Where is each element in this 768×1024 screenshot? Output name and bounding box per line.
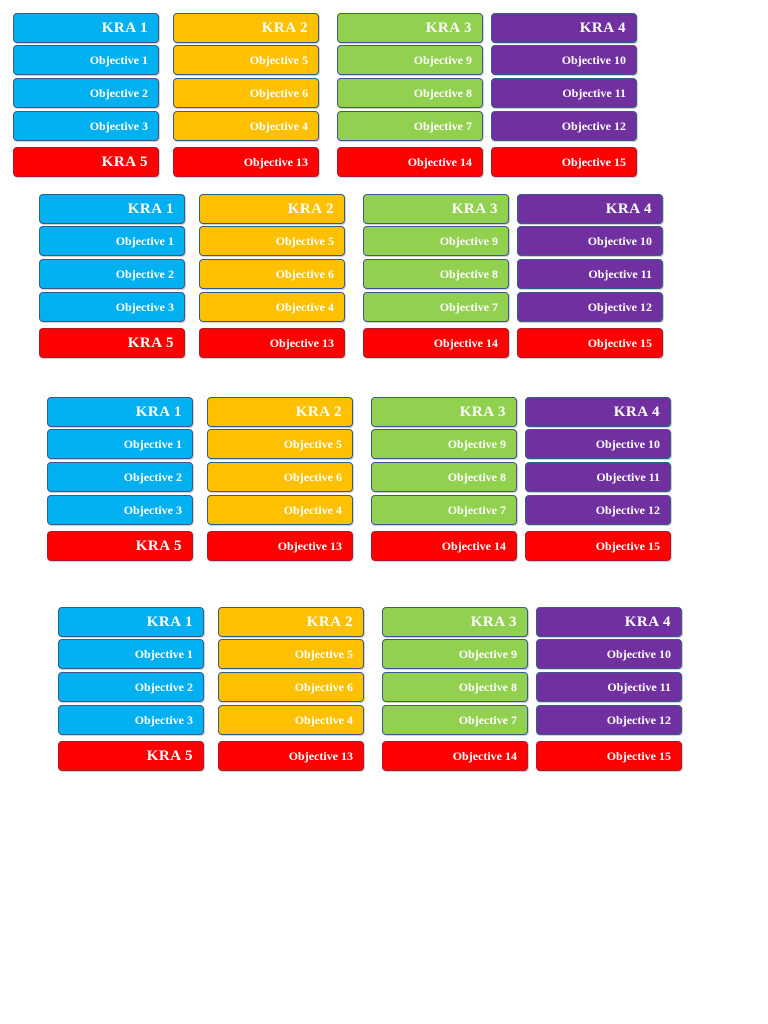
- kra-set-4: KRA 1 Objective 1 Objective 2 Objective 3 KR…: [58, 607, 768, 807]
- kra-set-3: KRA 1 Objective 1 Objective 2 Objective 3 KR…: [47, 397, 768, 597]
- objective-card: Objective 13: [218, 741, 364, 771]
- objective-card: Objective 1: [58, 639, 204, 669]
- objective-card: Objective 7: [371, 495, 517, 525]
- objective-card: Objective 9: [382, 639, 528, 669]
- objective-card: Objective 6: [199, 259, 345, 289]
- objective-card: Objective 14: [363, 328, 509, 358]
- kra-header-card: KRA 4: [491, 13, 637, 43]
- objective-card: Objective 12: [491, 111, 637, 141]
- kra-header-card: KRA 5: [39, 328, 185, 358]
- objective-card: Objective 9: [337, 45, 483, 75]
- objective-card: Objective 9: [371, 429, 517, 459]
- kra-header-card: KRA 3: [337, 13, 483, 43]
- objective-card: Objective 4: [173, 111, 319, 141]
- objective-card: Objective 1: [39, 226, 185, 256]
- objective-card: Objective 13: [173, 147, 319, 177]
- kra-header-card: KRA 5: [47, 531, 193, 561]
- kra-header-card: KRA 4: [517, 194, 663, 224]
- objective-card: Objective 13: [207, 531, 353, 561]
- objective-card: Objective 9: [363, 226, 509, 256]
- objective-card: Objective 6: [207, 462, 353, 492]
- kra-header-card: KRA 3: [382, 607, 528, 637]
- objective-card: Objective 15: [491, 147, 637, 177]
- objective-card: Objective 4: [207, 495, 353, 525]
- kra-header-card: KRA 2: [173, 13, 319, 43]
- objective-card: Objective 3: [58, 705, 204, 735]
- objective-card: Objective 2: [47, 462, 193, 492]
- kra-header-card: KRA 5: [13, 147, 159, 177]
- kra-header-card: KRA 1: [47, 397, 193, 427]
- kra-header-card: KRA 3: [371, 397, 517, 427]
- objective-card: Objective 15: [525, 531, 671, 561]
- objective-card: Objective 12: [517, 292, 663, 322]
- kra-header-card: KRA 1: [13, 13, 159, 43]
- kra-header-card: KRA 5: [58, 741, 204, 771]
- objective-card: Objective 5: [199, 226, 345, 256]
- objective-card: Objective 3: [39, 292, 185, 322]
- kra-header-card: KRA 3: [363, 194, 509, 224]
- objective-card: Objective 11: [491, 78, 637, 108]
- kra-header-card: KRA 2: [199, 194, 345, 224]
- kra-header-card: KRA 2: [207, 397, 353, 427]
- objective-card: Objective 7: [363, 292, 509, 322]
- kra-set-2: KRA 1 Objective 1 Objective 2 Objective 3 KR…: [39, 194, 768, 394]
- kra-header-card: KRA 4: [525, 397, 671, 427]
- objective-card: Objective 8: [371, 462, 517, 492]
- objective-card: Objective 12: [525, 495, 671, 525]
- objective-card: Objective 7: [337, 111, 483, 141]
- kra-header-card: KRA 4: [536, 607, 682, 637]
- kra-header-card: KRA 2: [218, 607, 364, 637]
- kra-header-card: KRA 1: [39, 194, 185, 224]
- objective-card: Objective 1: [13, 45, 159, 75]
- objective-card: Objective 8: [363, 259, 509, 289]
- objective-card: Objective 10: [525, 429, 671, 459]
- objective-card: Objective 8: [337, 78, 483, 108]
- objective-card: Objective 2: [58, 672, 204, 702]
- objective-card: Objective 11: [525, 462, 671, 492]
- objective-card: Objective 13: [199, 328, 345, 358]
- objective-card: Objective 7: [382, 705, 528, 735]
- objective-card: Objective 5: [173, 45, 319, 75]
- objective-card: Objective 14: [382, 741, 528, 771]
- objective-card: Objective 4: [199, 292, 345, 322]
- objective-card: Objective 11: [517, 259, 663, 289]
- objective-card: Objective 15: [536, 741, 682, 771]
- objective-card: Objective 5: [207, 429, 353, 459]
- objective-card: Objective 3: [13, 111, 159, 141]
- objective-card: Objective 4: [218, 705, 364, 735]
- objective-card: Objective 12: [536, 705, 682, 735]
- objective-card: Objective 6: [218, 672, 364, 702]
- kra-header-card: KRA 1: [58, 607, 204, 637]
- objective-card: Objective 8: [382, 672, 528, 702]
- objective-card: Objective 6: [173, 78, 319, 108]
- objective-card: Objective 10: [517, 226, 663, 256]
- objective-card: Objective 10: [536, 639, 682, 669]
- objective-card: Objective 15: [517, 328, 663, 358]
- objective-card: Objective 11: [536, 672, 682, 702]
- objective-card: Objective 3: [47, 495, 193, 525]
- objective-card: Objective 2: [39, 259, 185, 289]
- objective-card: Objective 5: [218, 639, 364, 669]
- objective-card: Objective 2: [13, 78, 159, 108]
- objective-card: Objective 14: [371, 531, 517, 561]
- objective-card: Objective 14: [337, 147, 483, 177]
- objective-card: Objective 10: [491, 45, 637, 75]
- objective-card: Objective 1: [47, 429, 193, 459]
- kra-set-1: KRA 1 Objective 1 Objective 2 Objective 3 KR…: [13, 13, 768, 213]
